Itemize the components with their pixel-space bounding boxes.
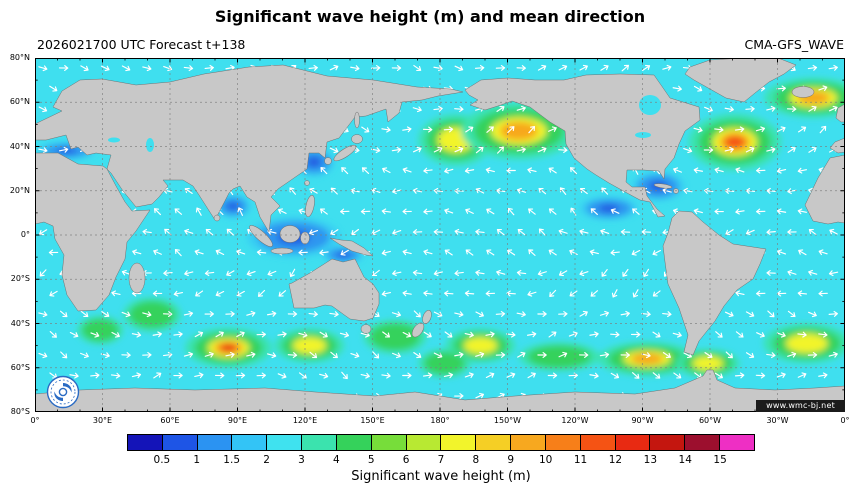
land-sumatra xyxy=(249,225,273,247)
lon-axis-label: 30°W xyxy=(766,416,789,425)
colorbar-tick-label: 1.5 xyxy=(223,454,240,466)
colorbar-tick-label: 2 xyxy=(263,454,270,466)
lon-axis-label: 90°E xyxy=(227,416,248,425)
graticule xyxy=(35,58,845,412)
watermark: www.wmc-bj.net xyxy=(756,400,845,412)
map-border xyxy=(35,58,845,412)
colorbar-cell xyxy=(128,435,163,450)
colorbar-tick-label: 1 xyxy=(193,454,201,466)
lon-axis-label: 0° xyxy=(30,416,40,425)
colorbar-tick-label: 0.5 xyxy=(153,454,171,466)
lat-axis-label: 40°S xyxy=(10,318,30,328)
page-title: Significant wave height (m) and mean dir… xyxy=(214,7,646,26)
colorbar-tick-label: 7 xyxy=(437,454,445,466)
wmc-logo-icon xyxy=(46,375,80,409)
colorbar-tick-label: 4 xyxy=(332,454,340,466)
lat-axis-label: 40°N xyxy=(9,141,30,151)
colorbar-cell xyxy=(545,435,581,450)
land-west-africa xyxy=(804,154,845,225)
land-south-america xyxy=(662,210,767,356)
land-kyushu xyxy=(324,157,332,165)
colorbar-tick-label: 8 xyxy=(472,454,480,466)
caspian-sea xyxy=(146,138,154,152)
colorbar-cell xyxy=(302,435,337,450)
lat-axis-label: 80°S xyxy=(10,407,30,416)
land-new-zealand-south xyxy=(411,322,425,338)
colorbar-tick-label: 3 xyxy=(298,454,305,466)
colorbar-cell xyxy=(441,435,477,450)
colorbar-cell xyxy=(371,435,407,450)
lon-axis-label: 60°E xyxy=(160,416,180,425)
forecast-init-label: 2026021700 UTC Forecast t+138 xyxy=(37,37,246,52)
colorbar-tick-label: 10 xyxy=(538,454,553,466)
land-australia xyxy=(288,258,380,322)
lon-axis-label: 150°W xyxy=(493,416,522,425)
land-antarctica xyxy=(35,369,845,412)
land-new-zealand-north xyxy=(422,310,432,324)
land-honshu xyxy=(333,144,357,162)
colorbar-tick-label: 11 xyxy=(573,454,588,466)
landmasses xyxy=(35,58,845,412)
colorbar-tick-label: 6 xyxy=(402,454,410,466)
colorbar-cell xyxy=(336,435,372,450)
wave-height-field xyxy=(37,78,845,378)
land-cuba xyxy=(653,183,673,189)
colorbar-tick-label: 15 xyxy=(713,454,727,466)
colorbar-tick-label: 5 xyxy=(367,454,375,466)
colorbar-cell xyxy=(267,435,303,450)
colorbar-tick-label: 14 xyxy=(678,454,692,466)
colorbar-cell xyxy=(232,435,268,450)
lat-axis-label: 60°N xyxy=(9,97,30,107)
colorbar-cell xyxy=(650,435,686,450)
hudson-bay xyxy=(639,95,661,115)
colorbar-caption: Significant wave height (m) xyxy=(351,469,531,484)
land-iceland xyxy=(791,86,815,98)
land-africa xyxy=(35,152,151,312)
world-map xyxy=(35,58,845,412)
land-iberia xyxy=(829,137,845,154)
land-sakhalin xyxy=(354,111,360,129)
lat-axis-label: 20°S xyxy=(10,274,30,284)
lat-axis-label: 60°S xyxy=(10,362,30,372)
colorbar-tick-label: 13 xyxy=(643,454,658,466)
lat-axis-label: 20°N xyxy=(9,185,30,195)
colorbar-cell xyxy=(615,435,651,450)
black-sea xyxy=(108,137,120,143)
lon-axis-label: 60°W xyxy=(698,416,722,425)
lat-axis-label: 0° xyxy=(20,230,30,239)
colorbar-cell xyxy=(580,435,616,450)
colorbar-cell xyxy=(511,435,546,450)
model-name-label: CMA-GFS_WAVE xyxy=(744,37,844,52)
lon-axis-label: 180° xyxy=(430,416,450,425)
land-tasmania xyxy=(360,324,372,334)
great-lakes xyxy=(635,132,651,138)
lon-axis-label: 150°E xyxy=(360,416,385,425)
land-sri-lanka xyxy=(213,214,221,222)
land-philippines xyxy=(305,194,315,218)
land-java xyxy=(270,247,294,255)
colorbar-cell xyxy=(476,435,512,450)
colorbar-cell xyxy=(406,435,442,450)
land-hokkaido xyxy=(351,134,363,144)
colorbar-cell xyxy=(720,435,754,450)
colorbar-cell xyxy=(685,435,721,450)
lon-axis-label: 30°E xyxy=(92,416,113,425)
lat-axis-label: 80°N xyxy=(9,53,30,62)
land-borneo xyxy=(279,225,301,243)
land-madagascar xyxy=(128,262,146,294)
lon-axis-label: 90°W xyxy=(631,416,654,425)
lon-axis-label: 0° xyxy=(840,416,850,425)
land-new-guinea xyxy=(329,237,374,257)
inland-waters xyxy=(108,95,661,152)
land-taiwan xyxy=(304,180,310,186)
colorbar-cell xyxy=(197,435,233,450)
lon-axis-label: 120°E xyxy=(292,416,318,425)
colorbar-cell xyxy=(162,435,198,450)
colorbar-tick-label: 12 xyxy=(608,454,623,466)
lon-axis-label: 120°W xyxy=(561,416,589,425)
colorbar-tick-label: 9 xyxy=(507,454,515,466)
colorbar xyxy=(127,434,755,451)
land-eurasia xyxy=(35,64,464,233)
